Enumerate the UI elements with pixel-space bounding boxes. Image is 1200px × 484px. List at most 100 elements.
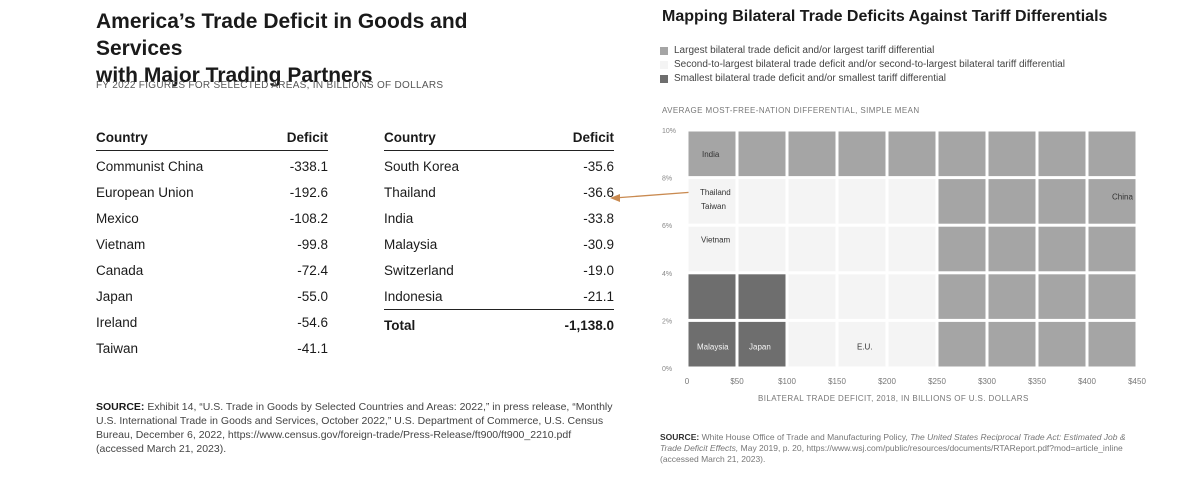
heatmap-cell [988, 179, 1036, 224]
y-tick-label: 10% [662, 128, 676, 135]
heatmap-cell [838, 274, 886, 319]
column-header-country: Country [96, 130, 264, 151]
country-cell: Taiwan [96, 340, 139, 356]
heatmap-cell [938, 131, 986, 177]
table-row: Canada -72.4 [96, 257, 328, 283]
chart-annotation: Vietnam [701, 235, 731, 244]
x-tick-label: $50 [730, 377, 744, 386]
deficit-cell: -192.6 [289, 184, 328, 200]
table-row: South Korea -35.6 [384, 151, 614, 180]
left-subtitle: FY 2022 FIGURES FOR SELECTED AREAS, IN B… [96, 80, 444, 91]
chart-annotation: Taiwan [701, 202, 726, 211]
heatmap-cell [988, 131, 1036, 177]
chart-annotation: Malaysia [697, 343, 729, 352]
x-tick-label: $300 [978, 377, 996, 386]
heatmap-cell [688, 274, 736, 319]
table-body: Communist China -338.1 European Union -192.… [96, 151, 328, 362]
heatmap-cell [788, 321, 836, 367]
country-cell: India [384, 210, 414, 226]
table-row: Japan -55.0 [96, 283, 328, 309]
column-header-country: Country [384, 130, 523, 151]
legend-label: Largest bilateral trade deficit and/or l… [674, 45, 935, 56]
source-post: May 2019, p. 20, https://www.wsj.com/pub… [660, 443, 1123, 464]
right-source-note: SOURCE: White House Office of Trade and … [660, 432, 1140, 465]
country-cell: Indonesia [384, 288, 443, 304]
country-cell: European Union [96, 184, 194, 200]
heatmap-cell [1038, 226, 1086, 272]
heatmap-cell [988, 226, 1036, 272]
heatmap-cell [988, 274, 1036, 319]
chart-annotation: India [702, 150, 720, 159]
heatmap-cell [688, 179, 736, 224]
heatmap-cell [888, 321, 936, 367]
heatmap-cell [838, 179, 886, 224]
heatmap-cell [888, 131, 936, 177]
total-value: -1,138.0 [522, 309, 614, 340]
table-row: Thailand -36.6 [384, 179, 614, 205]
table-header-row: Country Deficit [96, 130, 328, 151]
legend-label: Smallest bilateral trade deficit and/or … [674, 73, 946, 84]
y-tick-label: 6% [662, 223, 672, 230]
right-panel: Mapping Bilateral Trade Deficits Against… [640, 0, 1200, 484]
legend-swatch [660, 75, 668, 83]
heatmap-cell [688, 131, 736, 177]
deficit-cell: -54.6 [297, 314, 328, 330]
heatmap-cell [1088, 179, 1136, 224]
deficit-table-left: Country Deficit Communist China -338.1 Eur… [96, 130, 328, 361]
heatmap-cell [738, 131, 786, 177]
deficit-cell: -99.8 [297, 236, 328, 252]
table-header-row: Country Deficit [384, 130, 614, 151]
table-row: European Union -192.6 [96, 179, 328, 205]
table-body: South Korea -35.6 Thailand -36.6 India -33.8 M… [384, 151, 614, 310]
heatmap-cell [988, 321, 1036, 367]
deficit-cell: -338.1 [289, 158, 328, 174]
chart-annotation: E.U. [857, 343, 873, 352]
country-cell: Canada [96, 262, 144, 278]
x-tick-label: $450 [1128, 377, 1146, 386]
heatmap-cell [888, 179, 936, 224]
heatmap-cell [788, 226, 836, 272]
country-cell: South Korea [384, 158, 460, 174]
country-cell: Vietnam [96, 236, 146, 252]
y-tick-label: 2% [662, 318, 672, 325]
deficit-cell: -36.6 [583, 184, 614, 200]
source-text: Exhibit 14, “U.S. Trade in Goods by Sele… [96, 401, 613, 455]
x-tick-label: $250 [928, 377, 946, 386]
deficit-table-right: Country Deficit South Korea -35.6 Thailand… [384, 130, 614, 340]
deficit-cell: -55.0 [297, 288, 328, 304]
legend-swatch [660, 47, 668, 55]
table-row: Indonesia -21.1 [384, 283, 614, 310]
heatmap-cell [938, 321, 986, 367]
y-tick-label: 4% [662, 271, 672, 278]
deficit-cell: -35.6 [583, 158, 614, 174]
column-header-deficit: Deficit [522, 130, 614, 151]
x-tick-label: 0 [685, 377, 690, 386]
country-cell: Ireland [96, 314, 138, 330]
legend-item: Second-to-largest bilateral trade defici… [660, 58, 1065, 72]
deficit-cell: -72.4 [297, 262, 328, 278]
legend-item: Smallest bilateral trade deficit and/or … [660, 72, 1065, 86]
country-cell: Communist China [96, 158, 204, 174]
heatmap-cell [688, 226, 736, 272]
column-header-deficit: Deficit [263, 130, 328, 151]
x-tick-label: $200 [878, 377, 896, 386]
source-italic: The United States Reciprocal Trade Act: … [660, 432, 1126, 453]
x-tick-label: $100 [778, 377, 796, 386]
left-title-line2: with Major Trading Partners [96, 64, 373, 87]
heatmap-cell [788, 179, 836, 224]
source-label: SOURCE: [96, 401, 145, 413]
heatmap-cell [888, 274, 936, 319]
table-row: Mexico -108.2 [96, 205, 328, 231]
left-title: America’s Trade Deficit in Goods and Ser… [96, 8, 526, 89]
source-label: SOURCE: [660, 432, 700, 442]
heatmap-cell [1038, 274, 1086, 319]
heatmap-cell [1038, 179, 1086, 224]
legend: Largest bilateral trade deficit and/or l… [660, 44, 1065, 86]
heatmap-cell [738, 226, 786, 272]
deficit-cell: -30.9 [583, 236, 614, 252]
country-cell: Mexico [96, 210, 139, 226]
chart-annotation: Japan [749, 343, 771, 352]
country-cell: Japan [96, 288, 133, 304]
left-title-line1: America’s Trade Deficit in Goods and Ser… [96, 10, 468, 60]
right-title: Mapping Bilateral Trade Deficits Against… [662, 8, 1108, 25]
